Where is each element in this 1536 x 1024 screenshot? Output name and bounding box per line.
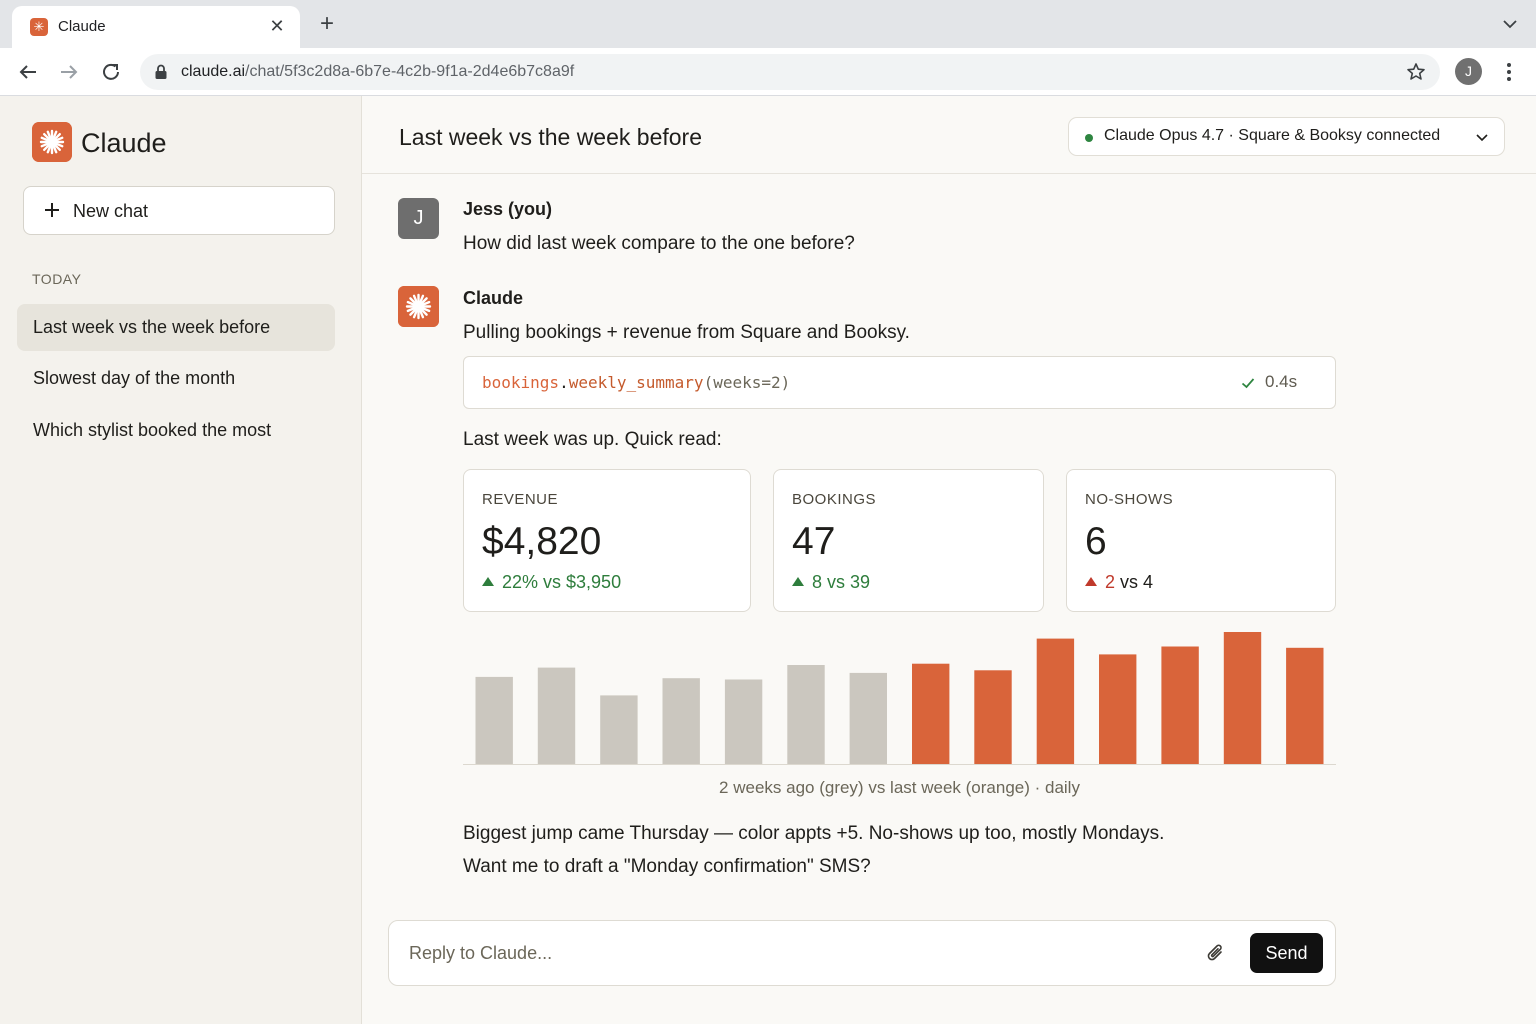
- chart-bar: [912, 663, 950, 764]
- send-button[interactable]: Send: [1250, 933, 1323, 973]
- conversation-label: Last week vs the week before: [33, 317, 271, 337]
- card-delta: 22% vs $3,950: [482, 572, 621, 593]
- tool-call-block[interactable]: bookings.weekly_summary(weeks=2) 0.4s: [463, 356, 1336, 409]
- card-delta: 8 vs 39: [792, 572, 870, 593]
- star-icon[interactable]: [1406, 62, 1426, 82]
- check-icon: [1241, 378, 1255, 389]
- plus-icon: [45, 203, 59, 217]
- chart-bar: [849, 672, 887, 764]
- chart-bar: [724, 679, 763, 764]
- conversation-label: Slowest day of the month: [33, 368, 236, 388]
- browser-tabbar: ✳ Claude ✕ +: [0, 0, 1536, 48]
- no-shows-card: NO-SHOWS 6 2 vs 4: [1066, 469, 1336, 612]
- reply-input[interactable]: [409, 938, 1189, 968]
- card-delta: 2 vs 4: [1085, 572, 1153, 593]
- triangle-up-icon: [792, 577, 804, 586]
- forward-arrow-icon[interactable]: [56, 59, 82, 85]
- tab-title: Claude: [58, 18, 106, 35]
- triangle-up-icon: [482, 577, 494, 586]
- browser-tab[interactable]: ✳ Claude ✕: [12, 6, 300, 48]
- bookings-card: BOOKINGS 47 8 vs 39: [773, 469, 1044, 612]
- new-chat-label: New chat: [73, 201, 149, 221]
- tab-list-chevron-icon[interactable]: [1500, 14, 1520, 34]
- card-label: REVENUE: [482, 491, 559, 508]
- tool-duration: 0.4s: [1265, 372, 1298, 391]
- chart-bar: [974, 670, 1012, 764]
- composer: Send: [388, 920, 1336, 986]
- chat-main: Last week vs the week before Claude Opus…: [362, 96, 1536, 1024]
- claude-avatar-icon: [398, 286, 439, 327]
- close-icon[interactable]: ✕: [269, 16, 285, 36]
- daily-bar-chart: [463, 632, 1336, 765]
- profile-avatar[interactable]: J: [1455, 58, 1482, 85]
- card-label: BOOKINGS: [792, 491, 877, 508]
- chart-bar: [787, 665, 825, 764]
- summary-line: Last week was up. Quick read:: [463, 429, 722, 450]
- conversation-item-active[interactable]: Last week vs the week before: [17, 304, 335, 351]
- paperclip-icon[interactable]: [1205, 941, 1227, 965]
- chart-bar: [1223, 632, 1262, 764]
- chart-bar: [1286, 647, 1324, 764]
- card-value: $4,820: [482, 520, 602, 563]
- user-message: How did last week compare to the one bef…: [463, 233, 855, 254]
- claude-favicon-icon: ✳: [30, 18, 48, 36]
- assistant-intro: Pulling bookings + revenue from Square a…: [463, 322, 910, 343]
- chart-bar: [662, 678, 700, 764]
- new-tab-plus-icon[interactable]: +: [319, 10, 334, 37]
- browser-toolbar: claude.ai/chat/5f3c2d8a-6b7e-4c2b-9f1a-2…: [0, 48, 1536, 96]
- claude-logo-icon: [32, 122, 72, 162]
- triangle-up-icon: [1085, 577, 1097, 586]
- card-value: 6: [1085, 520, 1107, 563]
- chat-header: Last week vs the week before Claude Opus…: [362, 96, 1536, 174]
- sidebar: Claude New chat TODAY Last week vs the w…: [0, 96, 362, 1024]
- back-arrow-icon[interactable]: [15, 59, 41, 85]
- user-avatar: J: [398, 198, 439, 239]
- conversation-label: Which stylist booked the most: [33, 420, 272, 440]
- url-text[interactable]: claude.ai/chat/5f3c2d8a-6b7e-4c2b-9f1a-2…: [181, 63, 575, 80]
- address-bar[interactable]: claude.ai/chat/5f3c2d8a-6b7e-4c2b-9f1a-2…: [140, 54, 1440, 90]
- connected-status-dot: [1085, 134, 1093, 142]
- user-name: Jess (you): [463, 199, 553, 219]
- assistant-name: Claude: [463, 288, 524, 308]
- lock-icon[interactable]: [154, 64, 168, 80]
- chevron-down-icon: [1476, 134, 1488, 142]
- model-status-text: Claude Opus 4.7 · Square & Booksy connec…: [1104, 127, 1441, 144]
- section-label-today: TODAY: [32, 271, 82, 287]
- chart-bar: [475, 676, 513, 764]
- chart-bar: [600, 695, 638, 764]
- more-vert-icon[interactable]: [1500, 60, 1518, 84]
- reload-icon[interactable]: [98, 59, 124, 85]
- conversation-item[interactable]: Slowest day of the month: [17, 355, 335, 402]
- model-selector[interactable]: Claude Opus 4.7 · Square & Booksy connec…: [1068, 117, 1505, 156]
- tool-call-code: bookings.weekly_summary(weeks=2): [482, 373, 791, 392]
- chart-caption: 2 weeks ago (grey) vs last week (orange)…: [719, 778, 1080, 797]
- chart-bar: [537, 667, 576, 764]
- closing-line-1: Biggest jump came Thursday — color appts…: [463, 823, 1165, 844]
- closing-line-2: Want me to draft a "Monday confirmation"…: [463, 856, 871, 877]
- chart-bar: [1161, 646, 1199, 764]
- new-chat-button[interactable]: New chat: [23, 186, 335, 235]
- chart-bar: [1036, 638, 1075, 764]
- chart-bar: [1099, 654, 1137, 764]
- brand-name: Claude: [81, 128, 167, 158]
- conversation-item[interactable]: Which stylist booked the most: [17, 407, 335, 454]
- chat-title: Last week vs the week before: [399, 124, 702, 150]
- revenue-card: REVENUE $4,820 22% vs $3,950: [463, 469, 751, 612]
- claude-app: Claude New chat TODAY Last week vs the w…: [0, 96, 1536, 1024]
- card-label: NO-SHOWS: [1085, 491, 1174, 508]
- card-value: 47: [792, 520, 836, 563]
